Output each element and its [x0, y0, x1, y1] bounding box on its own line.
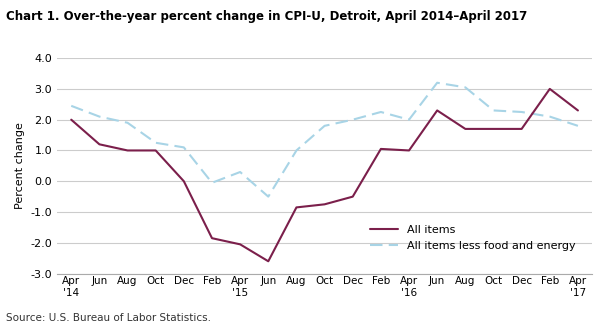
All items less food and energy	[321, 124, 328, 128]
All items less food and energy	[405, 118, 413, 122]
All items less food and energy	[490, 109, 497, 112]
All items less food and energy	[574, 124, 582, 128]
All items less food and energy	[518, 110, 525, 114]
All items less food and energy	[462, 85, 469, 89]
All items	[96, 142, 103, 146]
All items less food and energy	[433, 81, 441, 85]
All items	[405, 149, 413, 153]
All items less food and energy	[152, 141, 159, 145]
All items	[208, 236, 215, 240]
All items less food and energy	[546, 115, 554, 119]
All items	[518, 127, 525, 131]
All items	[546, 87, 554, 91]
All items	[462, 127, 469, 131]
All items	[180, 179, 188, 183]
All items	[349, 195, 356, 199]
All items less food and energy	[377, 110, 384, 114]
All items	[265, 259, 272, 263]
All items	[293, 205, 300, 209]
All items	[237, 243, 244, 246]
All items	[433, 109, 441, 112]
All items	[490, 127, 497, 131]
All items	[574, 109, 582, 112]
All items less food and energy	[237, 170, 244, 174]
Line: All items less food and energy: All items less food and energy	[71, 83, 578, 197]
All items less food and energy	[124, 121, 131, 125]
All items less food and energy	[208, 181, 215, 185]
All items	[321, 202, 328, 206]
Legend: All items, All items less food and energy: All items, All items less food and energ…	[370, 225, 576, 251]
Y-axis label: Percent change: Percent change	[15, 123, 25, 209]
All items	[124, 149, 131, 153]
All items	[67, 118, 75, 122]
All items less food and energy	[265, 195, 272, 199]
All items less food and energy	[349, 118, 356, 122]
All items less food and energy	[96, 115, 103, 119]
Text: Source: U.S. Bureau of Labor Statistics.: Source: U.S. Bureau of Labor Statistics.	[6, 313, 211, 323]
All items	[377, 147, 384, 151]
All items less food and energy	[67, 104, 75, 108]
All items less food and energy	[293, 149, 300, 153]
Text: Chart 1. Over-the-year percent change in CPI-U, Detroit, April 2014–April 2017: Chart 1. Over-the-year percent change in…	[6, 10, 527, 23]
All items	[152, 149, 159, 153]
All items less food and energy	[180, 145, 188, 149]
Line: All items: All items	[71, 89, 578, 261]
